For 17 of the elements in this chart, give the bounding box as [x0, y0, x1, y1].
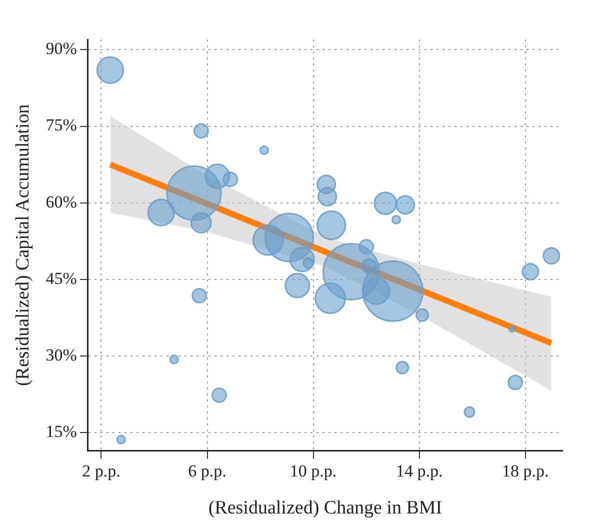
- y-tick-label: 60%: [46, 192, 77, 212]
- point: [542, 247, 560, 265]
- x-tick-label: 6 p.p.: [188, 461, 226, 480]
- y-tick-label: 90%: [46, 39, 77, 58]
- y-tick-label: 15%: [46, 422, 77, 441]
- x-tick-label: 10 p.p.: [290, 461, 337, 480]
- x-tick-label: 18 p.p.: [502, 461, 549, 480]
- point: [522, 262, 540, 280]
- y-tick-label: 45%: [46, 268, 77, 288]
- x-axis-title: (Residualized) Change in BMI: [208, 498, 442, 519]
- point: [318, 186, 338, 206]
- y-tick-label: 75%: [46, 116, 77, 135]
- y-tick-label: 30%: [46, 345, 77, 364]
- x-tick-label: 2 p.p.: [82, 461, 120, 480]
- y-axis-title: (Residualized) Capital Accumulation: [12, 104, 34, 386]
- point: [396, 195, 416, 215]
- x-tick-label: 14 p.p.: [396, 461, 443, 480]
